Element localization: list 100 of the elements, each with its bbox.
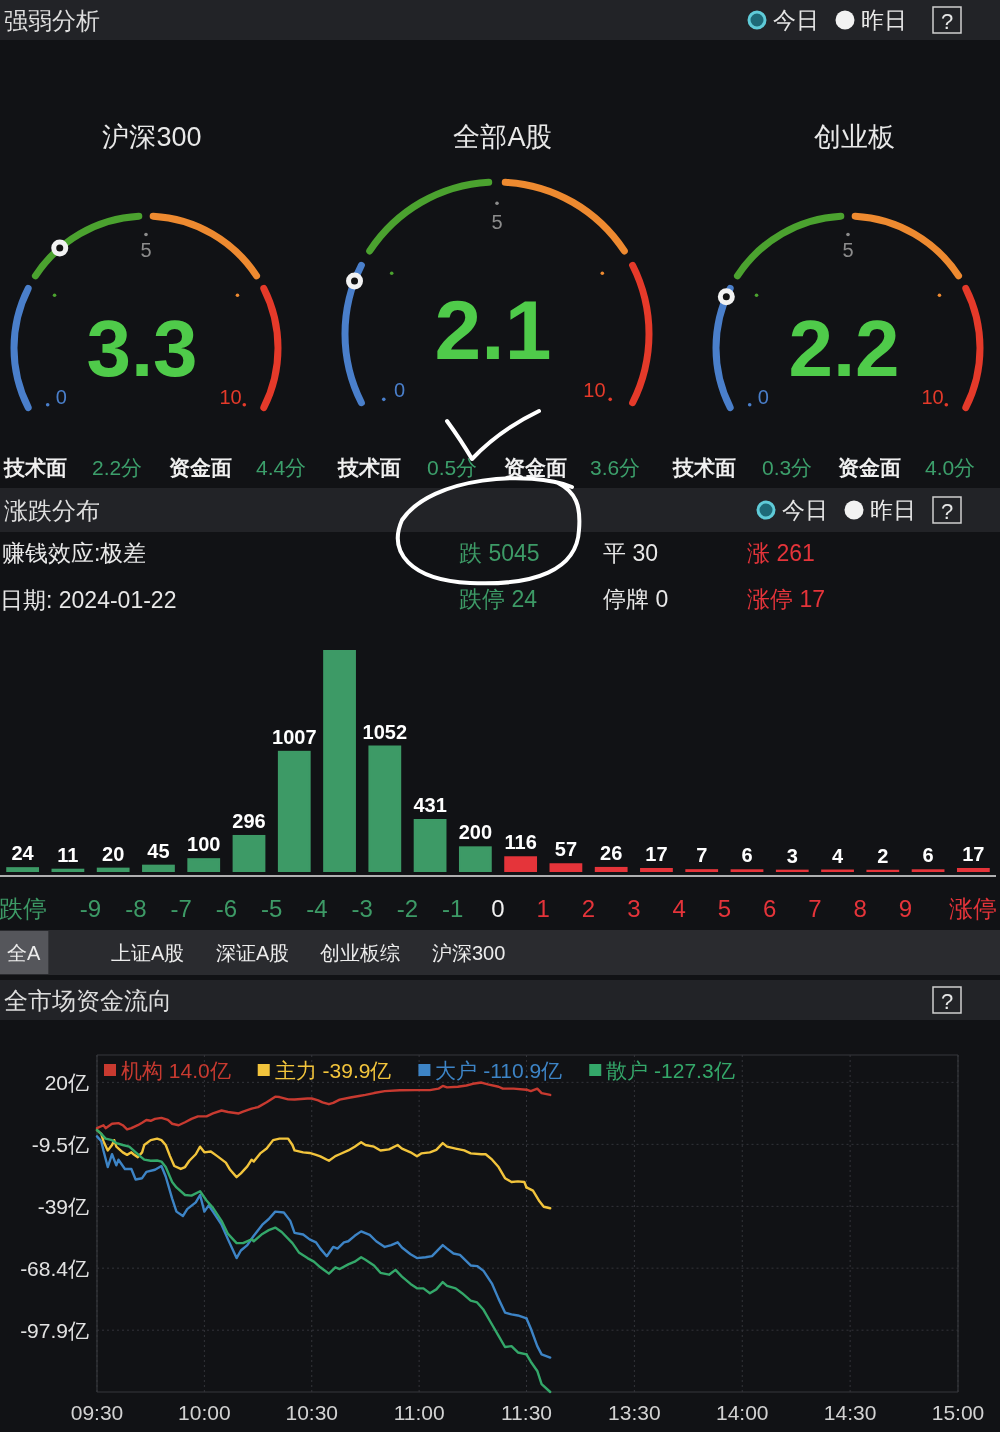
data-label: 7 (696, 844, 708, 867)
chart-title: 涨跌分布 (4, 496, 100, 524)
x-tick-label: 4 (672, 894, 686, 922)
text: 平 30 (603, 540, 658, 566)
data-label: 4 (831, 844, 844, 867)
x-tick-label: -1 (442, 894, 464, 922)
text: ? (940, 988, 954, 1014)
text: 技术面 (337, 455, 401, 479)
x-tick-label: -9 (79, 894, 102, 922)
text: ? (940, 8, 954, 34)
data-label: 6 (922, 844, 934, 867)
text: 技术面 (3, 455, 67, 479)
text: 跌停 24 (459, 586, 538, 612)
data-label: 26 (600, 841, 623, 864)
x-tick-label: 0 (491, 894, 505, 922)
text: 资金面 (504, 455, 567, 479)
y-tick-label: -9.5亿 (31, 1132, 89, 1156)
text: 2.2分 (92, 455, 143, 479)
text: 创业板综 (320, 941, 400, 964)
text: 0.5分 (427, 455, 478, 479)
x-tick-label: 8 (853, 894, 867, 922)
text: 5 (491, 210, 503, 233)
data-label: 20 (102, 842, 125, 865)
text: 10 (921, 385, 944, 408)
y-tick-label: -97.9亿 (20, 1318, 89, 1342)
x-tick-label: 3 (627, 894, 641, 922)
text: 全A (7, 941, 41, 964)
x-tick-label: -8 (125, 894, 147, 922)
x-tick-label: 13:30 (608, 1400, 661, 1424)
text: 0 (55, 385, 67, 408)
x-tick-label: 9 (898, 894, 913, 922)
x-tick-label: 14:00 (715, 1400, 769, 1424)
text: ? (940, 498, 954, 524)
data-label: 296 (232, 809, 266, 832)
legend-item: 散户 -127.3亿 (589, 1058, 735, 1082)
x-tick-label: 涨停 (949, 894, 998, 922)
text: 0.3分 (762, 455, 813, 479)
data-label: 3.3 (86, 303, 198, 393)
chart-title: 全市场资金流向 (4, 986, 172, 1014)
x-tick-label: 11:30 (501, 1400, 552, 1424)
x-tick-label: 1 (536, 894, 550, 922)
text: 日期: 2024-01-22 (0, 587, 177, 613)
text: 涨停 17 (747, 586, 825, 612)
data-label: 100 (187, 833, 221, 856)
data-label: 45 (147, 839, 170, 862)
x-tick-label: 7 (808, 894, 822, 922)
text: 强弱分析 (4, 6, 100, 34)
x-tick-label: -5 (260, 894, 283, 922)
text: 全部A股 (453, 122, 553, 152)
text: 跌 5045 (459, 540, 540, 566)
x-tick-label: 跌停 (0, 894, 47, 922)
legend-item: 机构 14.0亿 (104, 1058, 231, 1082)
data-label: 2.2 (788, 303, 900, 393)
data-label: 1052 (362, 720, 408, 743)
data-label: 57 (554, 838, 578, 861)
x-tick-label: -2 (396, 894, 419, 922)
legend-item: 大户 -110.9亿 (418, 1058, 563, 1082)
data-label: 3 (786, 844, 798, 867)
text: 4.4分 (256, 455, 307, 479)
text: 昨日 (861, 7, 907, 33)
text: 创业板 (813, 122, 895, 152)
text: 深证A股 (216, 941, 290, 964)
y-tick-label: 20亿 (44, 1070, 89, 1094)
x-tick-label: -7 (170, 894, 192, 922)
y-tick-label: -68.4亿 (20, 1256, 89, 1280)
text: 4.0分 (925, 455, 976, 479)
data-label: 6 (741, 844, 753, 867)
text: 今日 (782, 497, 828, 523)
data-label: 2 (877, 844, 889, 867)
text: 3.6分 (590, 455, 641, 479)
x-tick-label: 10:00 (178, 1400, 231, 1424)
data-label: 2.1 (434, 283, 552, 377)
text: 昨日 (870, 497, 916, 523)
text: 赚钱效应:极差 (2, 540, 147, 566)
text: 技术面 (672, 455, 736, 479)
text: 0 (757, 385, 769, 408)
x-tick-label: -4 (306, 894, 328, 922)
text: 资金面 (838, 455, 901, 479)
text: 涨 261 (747, 540, 815, 566)
text: 0 (394, 379, 406, 402)
legend-item: 主力 -39.9亿 (257, 1058, 392, 1082)
text: 沪深300 (432, 941, 506, 964)
text: 10 (219, 385, 242, 408)
x-tick-label: 09:30 (70, 1400, 124, 1424)
data-label: 24 (11, 842, 35, 865)
x-tick-label: -3 (351, 894, 373, 922)
x-tick-label: 15:00 (931, 1400, 985, 1424)
data-label: 1007 (272, 725, 317, 748)
y-tick-label: -39亿 (37, 1194, 89, 1218)
x-tick-label: 10:30 (285, 1400, 339, 1424)
data-label: 17 (962, 842, 985, 865)
x-tick-label: 11:00 (393, 1400, 445, 1424)
x-tick-label: 2 (581, 894, 596, 922)
text: 5 (842, 239, 854, 262)
text: 停牌 0 (603, 586, 669, 612)
text: 资金面 (169, 455, 232, 479)
text: 10 (583, 379, 606, 402)
text: 上证A股 (111, 941, 185, 964)
data-label: 17 (645, 842, 668, 865)
text: 5 (140, 239, 152, 262)
